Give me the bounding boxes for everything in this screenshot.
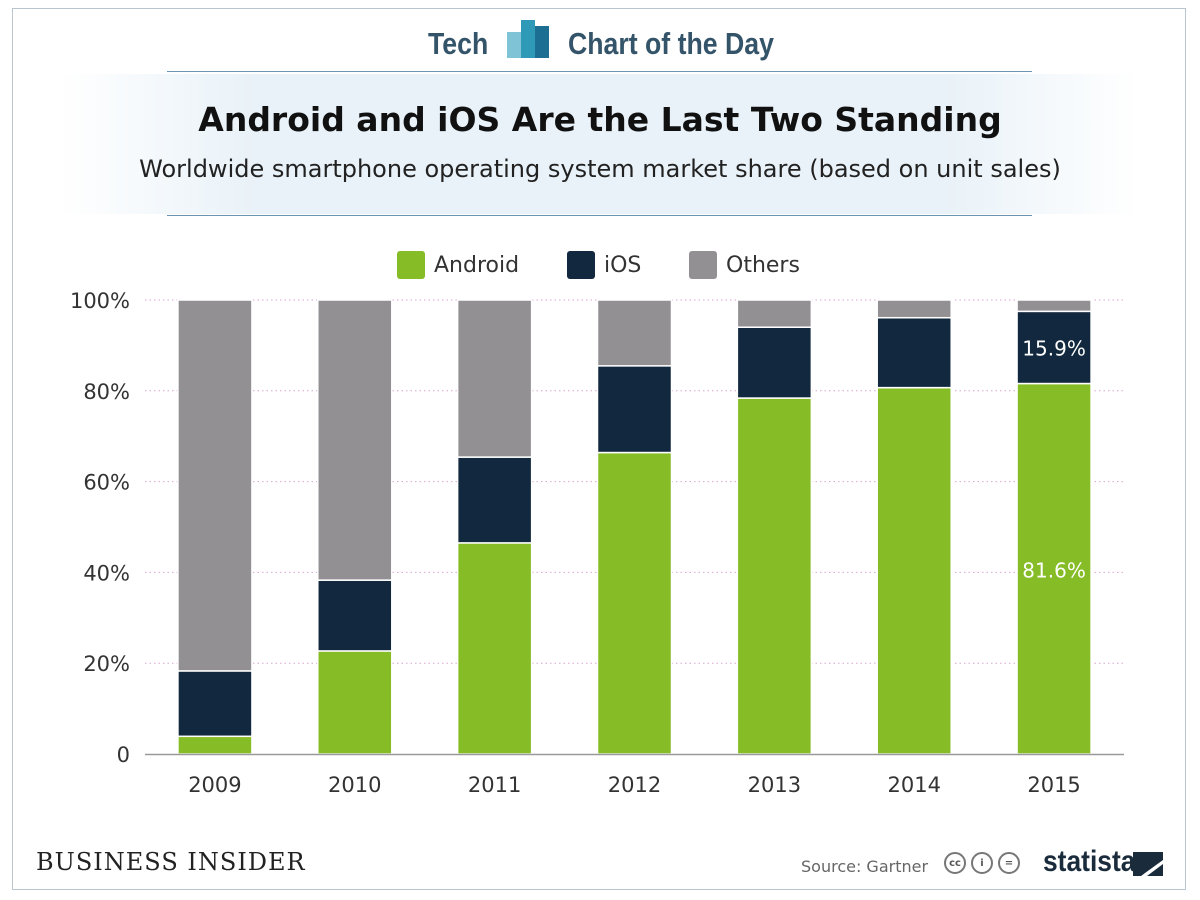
bar-segment-others: [456, 299, 533, 458]
top-banner: Tech Chart of the Day: [0, 12, 1200, 72]
legend-label-android: Android: [434, 252, 520, 278]
business-insider-logo: BUSINESS INSIDER: [36, 848, 306, 876]
legend-swatch-others: [689, 251, 717, 279]
bar-segment-ios: [876, 316, 952, 389]
chart-of-the-day-logo-icon: [507, 20, 549, 58]
creative-commons-icons: cc i =: [944, 852, 1020, 874]
chart-frame: [12, 8, 1186, 890]
chart-subtitle: Worldwide smartphone operating system ma…: [139, 155, 1061, 183]
x-tick-label: 2014: [887, 773, 940, 797]
legend-swatch-android: [397, 251, 425, 279]
legend-item-ios: iOS: [567, 251, 641, 279]
y-tick-label: 40%: [83, 561, 130, 585]
bar-segment-ios: [317, 579, 393, 652]
bar-segment-others: [736, 299, 813, 328]
bar-segment-others: [317, 299, 393, 581]
chart-legend: Android iOS Others: [0, 251, 1200, 281]
statista-logo: statista: [1043, 845, 1136, 878]
y-tick-label: 0: [117, 743, 130, 767]
legend-label-ios: iOS: [604, 252, 642, 278]
bar-segment-ios: [736, 326, 813, 399]
bar-segment-android: [736, 397, 813, 755]
header-rule-top: [167, 71, 1032, 72]
cc-icon: cc: [944, 852, 966, 874]
source-note: Source: Gartner: [801, 857, 929, 876]
bar-segment-others: [596, 299, 673, 367]
x-tick-label: 2013: [748, 773, 801, 797]
x-tick-label: 2010: [328, 773, 381, 797]
y-tick-label: 80%: [83, 380, 130, 404]
bar-segment-android: [876, 386, 952, 755]
y-tick-label: 20%: [83, 652, 130, 676]
bar-segment-android: [177, 735, 253, 755]
x-tick-label: 2015: [1027, 773, 1080, 797]
bar-segment-others: [876, 299, 952, 319]
bar-segment-ios: [596, 365, 673, 454]
legend-label-others: Others: [726, 252, 800, 278]
bar-segment-others: [1016, 299, 1092, 313]
bar-segment-android: [596, 451, 673, 755]
attribution-icon: i: [971, 852, 993, 874]
y-tick-label: 100%: [70, 289, 130, 313]
x-tick-label: 2012: [608, 773, 661, 797]
chart-of-the-day-label: Chart of the Day: [568, 26, 774, 61]
chart-title: Android and iOS Are the Last Two Standin…: [198, 100, 1002, 139]
header-band: [60, 74, 1140, 214]
legend-item-others: Others: [689, 251, 800, 279]
header-rule-bottom: [167, 215, 1032, 216]
legend-item-android: Android: [397, 251, 519, 279]
bar-segment-ios: [1016, 310, 1092, 385]
no-derivatives-icon: =: [998, 852, 1020, 874]
bar-segment-ios: [177, 670, 253, 738]
tech-label: Tech: [428, 26, 489, 61]
legend-swatch-ios: [567, 251, 595, 279]
bar-segment-android: [1016, 382, 1092, 755]
data-label: 81.6%: [1022, 559, 1086, 583]
x-tick-label: 2009: [188, 773, 241, 797]
statista-mark-icon: [1133, 852, 1163, 876]
x-tick-label: 2011: [468, 773, 521, 797]
bar-segment-android: [456, 542, 533, 755]
bar-segment-android: [317, 650, 393, 755]
y-tick-label: 60%: [83, 471, 130, 495]
bar-segment-ios: [456, 456, 533, 544]
bar-segment-others: [177, 299, 253, 672]
data-label: 15.9%: [1022, 336, 1086, 360]
